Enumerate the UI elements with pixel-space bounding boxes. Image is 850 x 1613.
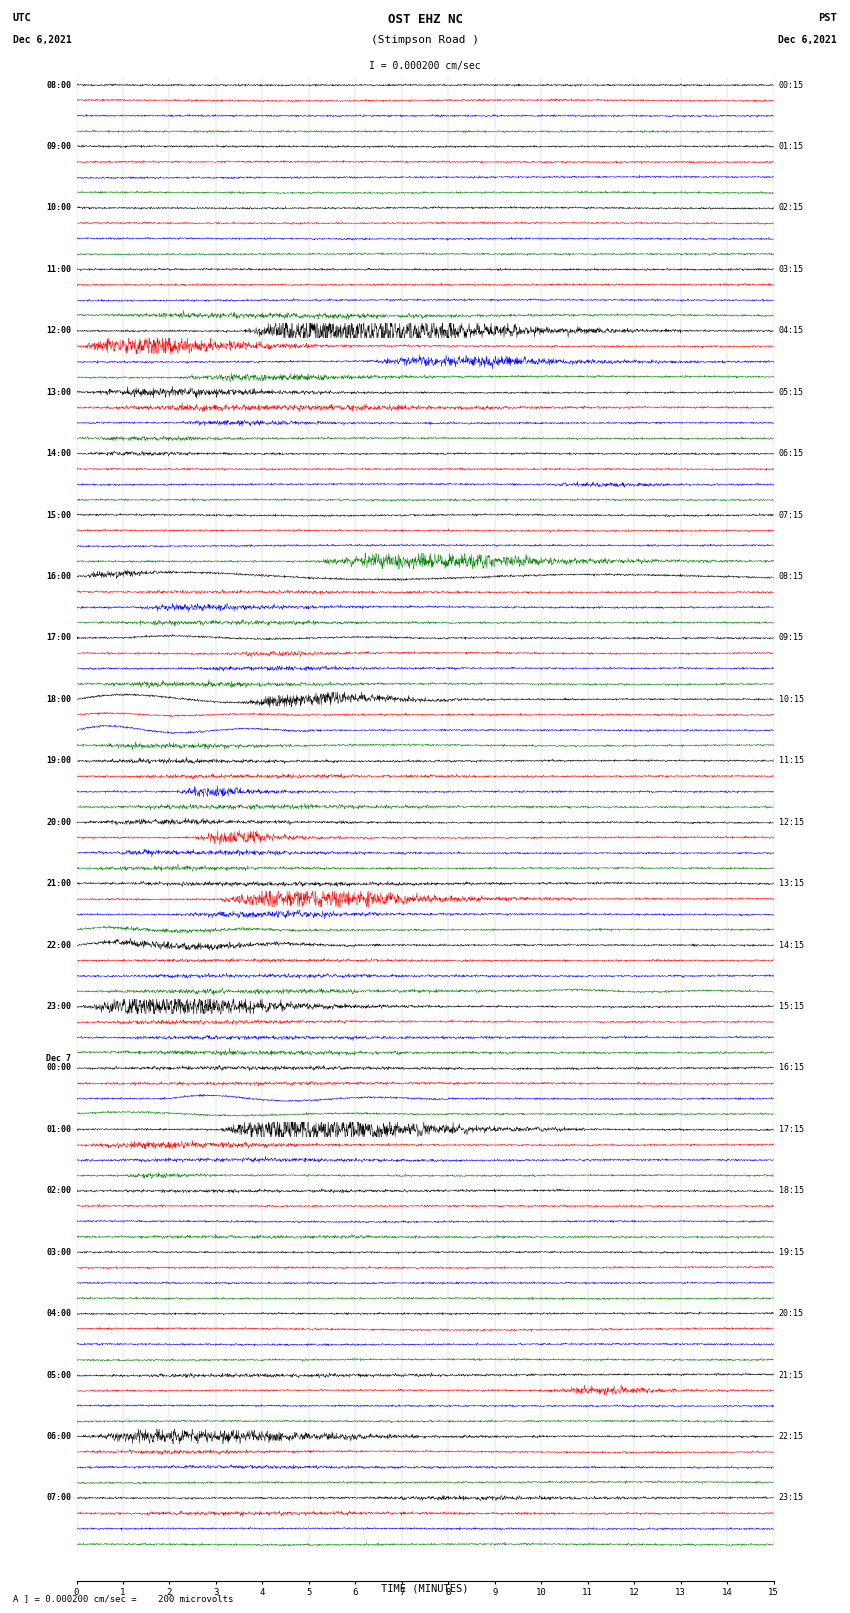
- Text: I = 0.000200 cm/sec: I = 0.000200 cm/sec: [369, 61, 481, 71]
- Text: 17:00: 17:00: [47, 634, 71, 642]
- Text: 18:00: 18:00: [47, 695, 71, 703]
- Text: 06:00: 06:00: [47, 1432, 71, 1440]
- Text: 18:15: 18:15: [779, 1186, 803, 1195]
- Text: 00:00: 00:00: [47, 1063, 71, 1073]
- Text: 19:15: 19:15: [779, 1248, 803, 1257]
- Text: 07:15: 07:15: [779, 511, 803, 519]
- Text: 03:15: 03:15: [779, 265, 803, 274]
- Text: 15:15: 15:15: [779, 1002, 803, 1011]
- Text: 16:15: 16:15: [779, 1063, 803, 1073]
- Text: 05:15: 05:15: [779, 387, 803, 397]
- Text: 01:00: 01:00: [47, 1124, 71, 1134]
- Text: 16:00: 16:00: [47, 573, 71, 581]
- Text: 15:00: 15:00: [47, 511, 71, 519]
- Text: Dec 6,2021: Dec 6,2021: [779, 35, 837, 45]
- Text: PST: PST: [819, 13, 837, 23]
- Text: 00:15: 00:15: [779, 81, 803, 90]
- Text: 14:15: 14:15: [779, 940, 803, 950]
- Text: 23:15: 23:15: [779, 1494, 803, 1502]
- Text: 21:00: 21:00: [47, 879, 71, 889]
- Text: 13:00: 13:00: [47, 387, 71, 397]
- Text: 22:15: 22:15: [779, 1432, 803, 1440]
- Text: 19:00: 19:00: [47, 756, 71, 765]
- Text: 09:00: 09:00: [47, 142, 71, 152]
- Text: 20:15: 20:15: [779, 1310, 803, 1318]
- Text: 21:15: 21:15: [779, 1371, 803, 1379]
- Text: 01:15: 01:15: [779, 142, 803, 152]
- Text: 10:15: 10:15: [779, 695, 803, 703]
- Text: 04:15: 04:15: [779, 326, 803, 336]
- Text: 02:00: 02:00: [47, 1186, 71, 1195]
- Text: (Stimpson Road ): (Stimpson Road ): [371, 35, 479, 45]
- Text: 11:00: 11:00: [47, 265, 71, 274]
- Text: 17:15: 17:15: [779, 1124, 803, 1134]
- Text: 14:00: 14:00: [47, 448, 71, 458]
- Text: 12:00: 12:00: [47, 326, 71, 336]
- Text: 02:15: 02:15: [779, 203, 803, 213]
- Text: 08:15: 08:15: [779, 573, 803, 581]
- Text: A ] = 0.000200 cm/sec =    200 microvolts: A ] = 0.000200 cm/sec = 200 microvolts: [13, 1594, 233, 1603]
- Text: 06:15: 06:15: [779, 448, 803, 458]
- Text: Dec 6,2021: Dec 6,2021: [13, 35, 71, 45]
- Text: 20:00: 20:00: [47, 818, 71, 827]
- Text: 13:15: 13:15: [779, 879, 803, 889]
- Text: 12:15: 12:15: [779, 818, 803, 827]
- Text: 09:15: 09:15: [779, 634, 803, 642]
- Text: OST EHZ NC: OST EHZ NC: [388, 13, 462, 26]
- Text: UTC: UTC: [13, 13, 31, 23]
- Text: 04:00: 04:00: [47, 1310, 71, 1318]
- Text: TIME (MINUTES): TIME (MINUTES): [382, 1584, 468, 1594]
- Text: Dec 7: Dec 7: [47, 1055, 71, 1063]
- Text: 10:00: 10:00: [47, 203, 71, 213]
- Text: 05:00: 05:00: [47, 1371, 71, 1379]
- Text: 03:00: 03:00: [47, 1248, 71, 1257]
- Text: 22:00: 22:00: [47, 940, 71, 950]
- Text: 08:00: 08:00: [47, 81, 71, 90]
- Text: 11:15: 11:15: [779, 756, 803, 765]
- Text: 23:00: 23:00: [47, 1002, 71, 1011]
- Text: 07:00: 07:00: [47, 1494, 71, 1502]
